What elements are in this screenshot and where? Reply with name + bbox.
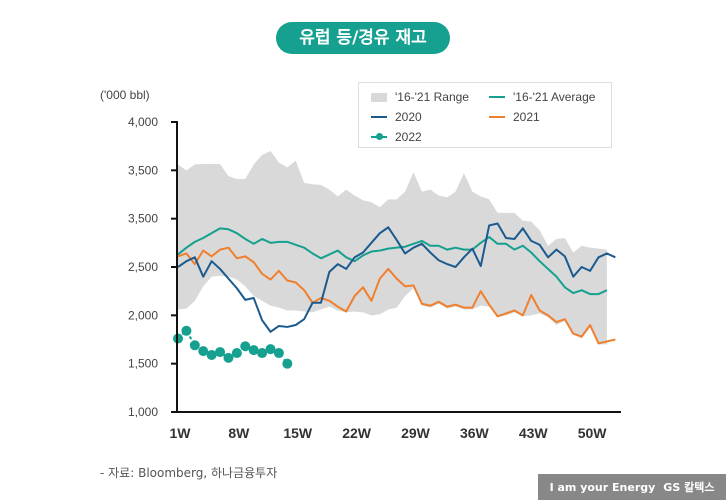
logo-slogan: I am your Energy bbox=[549, 480, 656, 494]
y-tick-label: 2,500 bbox=[128, 260, 158, 274]
series-2022-point bbox=[257, 348, 268, 359]
x-tick-label: 50W bbox=[578, 425, 608, 441]
series-2022-point bbox=[265, 344, 276, 355]
series-2020-line bbox=[177, 222, 616, 333]
legend-item-average: '16-'21 Average bbox=[489, 90, 595, 104]
y-tick-label: 1,500 bbox=[128, 357, 158, 371]
legend-label: 2020 bbox=[395, 110, 422, 124]
series-2022-point bbox=[189, 340, 200, 351]
series-2022-point bbox=[273, 348, 284, 359]
legend-label: '16-'21 Average bbox=[513, 90, 596, 104]
series-2022-point bbox=[181, 325, 192, 336]
2021-swatch bbox=[489, 116, 505, 118]
chart-title: 유럽 등/경유 재고 bbox=[276, 22, 450, 54]
series-2022-point bbox=[282, 358, 293, 369]
x-tick-label: 36W bbox=[460, 425, 490, 441]
range-swatch bbox=[371, 92, 387, 102]
y-tick-label: 2,000 bbox=[128, 308, 158, 322]
x-tick-label: 1W bbox=[170, 425, 192, 441]
gs-caltex-logo: I am your Energy GS 칼텍스 bbox=[538, 474, 726, 500]
x-tick-label: 8W bbox=[228, 425, 250, 441]
y-tick-label: 3,500 bbox=[128, 212, 158, 226]
legend-item-2022: 2022 bbox=[371, 130, 422, 144]
y-tick-label: 1,000 bbox=[128, 405, 158, 419]
series-2022-point bbox=[223, 352, 234, 363]
y-tick-label: 3,500 bbox=[128, 163, 158, 177]
logo-brand: GS 칼텍스 bbox=[663, 481, 715, 494]
legend-label: 2022 bbox=[395, 130, 422, 144]
series-2022-point bbox=[215, 347, 226, 358]
x-tick-label: 29W bbox=[401, 425, 431, 441]
series-2022-point bbox=[231, 348, 242, 359]
x-tick-label: 22W bbox=[342, 425, 372, 441]
series-average-line bbox=[177, 227, 608, 296]
series-2022-point bbox=[248, 345, 259, 356]
legend-label: '16-'21 Range bbox=[395, 90, 469, 104]
series-2021-line bbox=[177, 246, 616, 345]
legend-item-range: '16-'21 Range bbox=[371, 90, 469, 104]
legend-item-2020: 2020 bbox=[371, 110, 422, 124]
x-tick-label: 15W bbox=[283, 425, 313, 441]
legend-label: 2021 bbox=[513, 110, 540, 124]
average-swatch bbox=[489, 96, 505, 98]
2022-swatch bbox=[371, 133, 387, 140]
series-2022-point bbox=[198, 346, 209, 357]
legend-item-2021: 2021 bbox=[489, 110, 540, 124]
source-note: - 자료: Bloomberg, 하나금융투자 bbox=[100, 466, 278, 480]
x-tick-label: 43W bbox=[519, 425, 549, 441]
y-tick-label: 4,000 bbox=[128, 115, 158, 129]
series-2022-point bbox=[240, 341, 251, 352]
2020-swatch bbox=[371, 116, 387, 118]
legend: '16-'21 Range '16-'21 Average 2020 2021 … bbox=[358, 82, 612, 148]
y-axis-unit: ('000 bbl) bbox=[100, 88, 150, 102]
series-2022-point bbox=[206, 349, 217, 360]
